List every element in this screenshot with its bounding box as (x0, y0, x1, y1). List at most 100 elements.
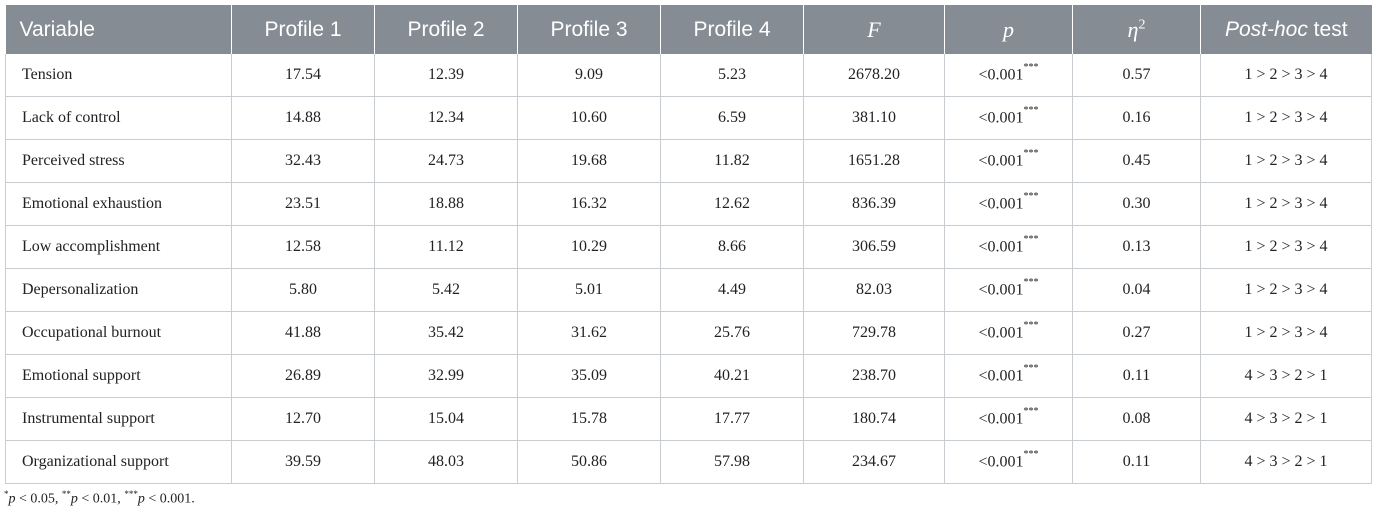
cell-variable: Instrumental support (5, 397, 232, 441)
footnote-p-2: p (70, 491, 78, 507)
cell-profile-2: 48.03 (374, 440, 518, 484)
p-value: <0.001 (978, 367, 1024, 385)
cell-profile-4: 11.82 (660, 139, 804, 183)
significance-marker: *** (1023, 148, 1039, 160)
table-row: Emotional support 26.89 32.99 35.09 40.21 238… (5, 354, 1372, 398)
cell-p: <0.001*** (944, 397, 1073, 441)
cell-eta-squared: 0.04 (1072, 268, 1201, 312)
cell-posthoc: 1 > 2 > 3 > 4 (1200, 54, 1372, 97)
cell-profile-3: 5.01 (517, 268, 661, 312)
cell-f: 381.10 (803, 96, 945, 140)
cell-profile-1: 41.88 (231, 311, 375, 355)
cell-p: <0.001*** (944, 311, 1073, 355)
cell-posthoc: 1 > 2 > 3 > 4 (1200, 225, 1372, 269)
header-f: F (803, 5, 945, 54)
cell-p: <0.001*** (944, 268, 1073, 312)
cell-variable: Depersonalization (5, 268, 232, 312)
cell-p: <0.001*** (944, 139, 1073, 183)
table-row: Lack of control 14.88 12.34 10.60 6.59 381.10… (5, 96, 1372, 140)
footnote-text-1: < 0.05, (15, 491, 62, 507)
cell-variable: Perceived stress (5, 139, 232, 183)
cell-profile-4: 40.21 (660, 354, 804, 398)
footnote-sig-1: * (4, 489, 9, 499)
table-row: Low accomplishment 12.58 11.12 10.29 8.66 306… (5, 225, 1372, 269)
cell-variable: Organizational support (5, 440, 232, 484)
cell-profile-4: 4.49 (660, 268, 804, 312)
p-value: <0.001 (978, 238, 1024, 256)
cell-posthoc: 1 > 2 > 3 > 4 (1200, 268, 1372, 312)
table-row: Tension 17.54 12.39 9.09 5.23 2678.20 <0.001**… (5, 54, 1372, 97)
cell-posthoc: 1 > 2 > 3 > 4 (1200, 96, 1372, 140)
cell-variable: Emotional exhaustion (5, 182, 232, 226)
cell-f: 306.59 (803, 225, 945, 269)
footnote-sig-2: ** (61, 489, 71, 499)
cell-profile-4: 5.23 (660, 54, 804, 97)
cell-eta-squared: 0.08 (1072, 397, 1201, 441)
cell-profile-1: 5.80 (231, 268, 375, 312)
cell-profile-4: 25.76 (660, 311, 804, 355)
cell-eta-squared: 0.45 (1072, 139, 1201, 183)
p-value: <0.001 (978, 109, 1024, 127)
cell-posthoc: 4 > 3 > 2 > 1 (1200, 440, 1372, 484)
cell-eta-squared: 0.27 (1072, 311, 1201, 355)
cell-f: 180.74 (803, 397, 945, 441)
significance-marker: *** (1023, 406, 1039, 418)
footnote-p-3: p (137, 491, 145, 507)
p-value: <0.001 (978, 453, 1024, 471)
cell-profile-2: 18.88 (374, 182, 518, 226)
p-value: <0.001 (978, 324, 1024, 342)
cell-profile-3: 31.62 (517, 311, 661, 355)
cell-p: <0.001*** (944, 354, 1073, 398)
cell-profile-3: 15.78 (517, 397, 661, 441)
significance-marker: *** (1023, 191, 1039, 203)
header-posthoc-italic: Post-hoc (1224, 17, 1308, 41)
cell-variable: Occupational burnout (5, 311, 232, 355)
cell-posthoc: 1 > 2 > 3 > 4 (1200, 182, 1372, 226)
header-row: Variable Profile 1 Profile 2 Profile 3 P… (5, 5, 1372, 54)
significance-marker: *** (1023, 234, 1039, 246)
cell-profile-2: 32.99 (374, 354, 518, 398)
cell-p: <0.001*** (944, 182, 1073, 226)
results-table: Variable Profile 1 Profile 2 Profile 3 P… (5, 5, 1372, 484)
significance-marker: *** (1023, 105, 1039, 117)
cell-variable: Tension (5, 54, 232, 97)
cell-eta-squared: 0.30 (1072, 182, 1201, 226)
table-body: Tension 17.54 12.39 9.09 5.23 2678.20 <0.001**… (5, 54, 1372, 484)
p-value: <0.001 (978, 281, 1024, 299)
cell-profile-4: 8.66 (660, 225, 804, 269)
cell-p: <0.001*** (944, 54, 1073, 97)
cell-profile-1: 12.58 (231, 225, 375, 269)
cell-profile-3: 10.60 (517, 96, 661, 140)
cell-f: 238.70 (803, 354, 945, 398)
cell-profile-2: 12.34 (374, 96, 518, 140)
cell-posthoc: 4 > 3 > 2 > 1 (1200, 354, 1372, 398)
cell-profile-1: 12.70 (231, 397, 375, 441)
header-posthoc-rest: test (1307, 17, 1348, 41)
table-row: Organizational support 39.59 48.03 50.86 57.… (5, 440, 1372, 484)
cell-f: 729.78 (803, 311, 945, 355)
header-profile-1: Profile 1 (231, 5, 375, 54)
p-value: <0.001 (978, 410, 1024, 428)
cell-variable: Lack of control (5, 96, 232, 140)
cell-profile-1: 17.54 (231, 54, 375, 97)
table-row: Depersonalization 5.80 5.42 5.01 4.49 82.03 <0… (5, 268, 1372, 312)
cell-profile-3: 50.86 (517, 440, 661, 484)
header-eta-superscript: 2 (1138, 17, 1146, 33)
footnote-p-1: p (8, 491, 16, 507)
header-eta-squared: η2 (1072, 5, 1201, 54)
cell-f: 836.39 (803, 182, 945, 226)
cell-profile-4: 57.98 (660, 440, 804, 484)
p-value: <0.001 (978, 66, 1024, 84)
cell-profile-1: 26.89 (231, 354, 375, 398)
header-eta-symbol: η (1127, 16, 1139, 42)
cell-eta-squared: 0.11 (1072, 440, 1201, 484)
cell-profile-1: 14.88 (231, 96, 375, 140)
cell-profile-3: 16.32 (517, 182, 661, 226)
header-profile-2: Profile 2 (374, 5, 518, 54)
significance-marker: *** (1023, 320, 1039, 332)
cell-profile-4: 12.62 (660, 182, 804, 226)
cell-f: 2678.20 (803, 54, 945, 97)
footnote-sig-3: *** (124, 489, 138, 499)
header-profile-3: Profile 3 (517, 5, 661, 54)
cell-profile-2: 15.04 (374, 397, 518, 441)
